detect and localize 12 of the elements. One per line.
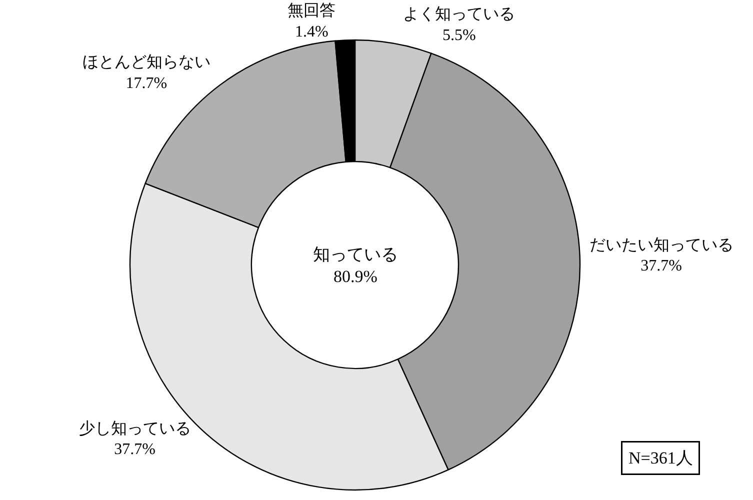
text: 知っている 80.9% bbox=[313, 245, 398, 286]
data-label: 5.5% bbox=[442, 26, 476, 44]
slice-label: ほとんど知らない bbox=[82, 54, 210, 72]
slice-label: よく知っている bbox=[403, 6, 516, 24]
slice-label: だいたい知っている bbox=[589, 236, 734, 254]
slice-label: 無回答 bbox=[288, 2, 336, 20]
data-label: 17.7% bbox=[126, 74, 168, 92]
slice-label: 少し知っている bbox=[78, 419, 191, 438]
data-label: 37.7% bbox=[114, 441, 156, 458]
text: N=361人 bbox=[628, 448, 693, 468]
data-label: 1.4% bbox=[294, 23, 328, 40]
data-label: 37.7% bbox=[640, 258, 682, 275]
